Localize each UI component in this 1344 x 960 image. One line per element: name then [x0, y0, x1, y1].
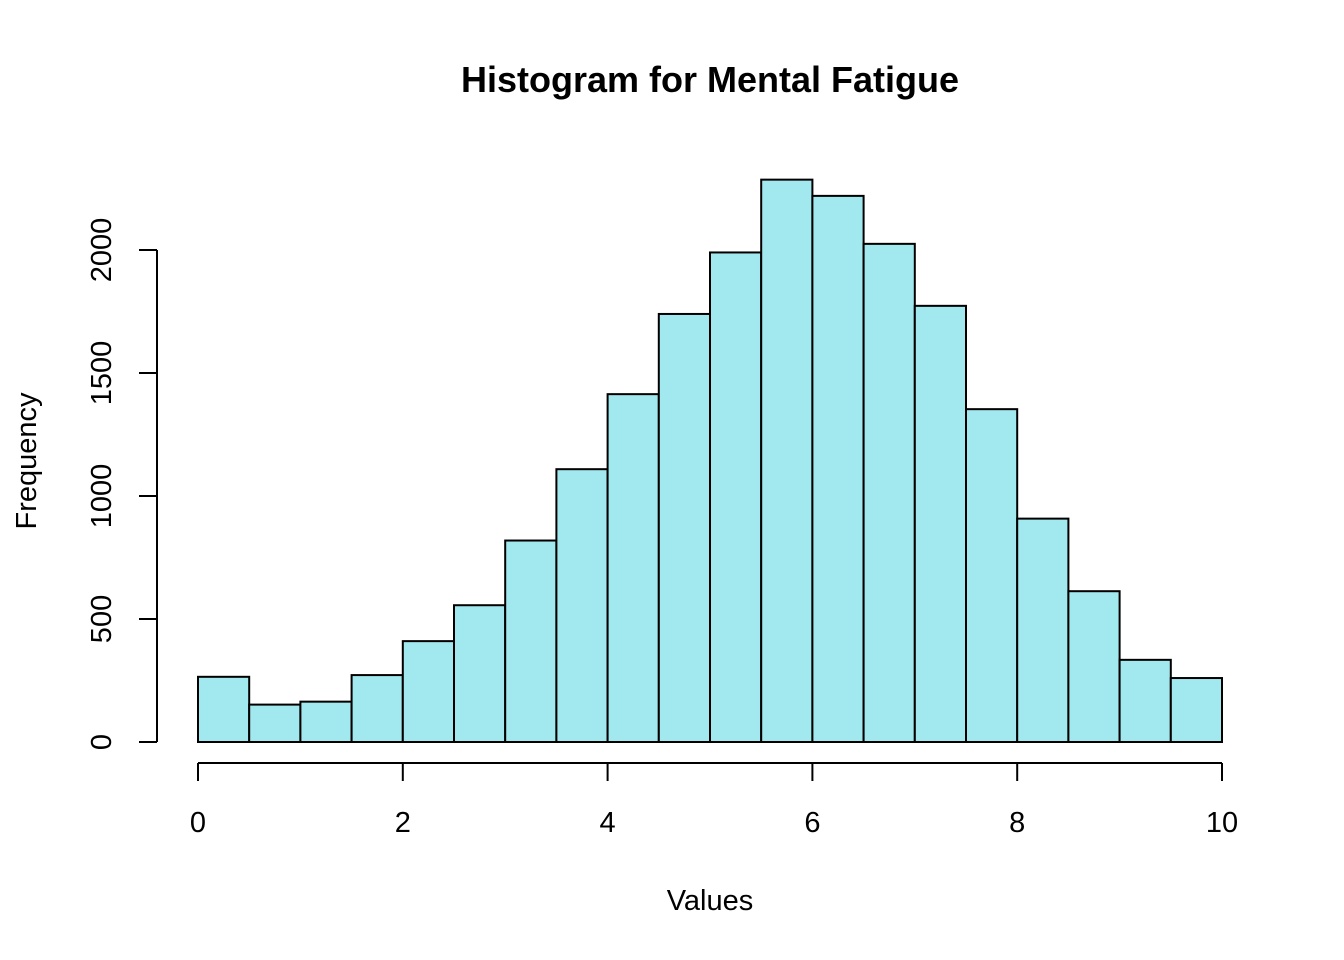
histogram-bar-7	[555, 468, 609, 743]
bars-group	[197, 178, 1224, 744]
x-axis-label: Values	[667, 885, 754, 917]
x-tick-label-0: 0	[190, 807, 206, 839]
y-tick-label-3: 1500	[86, 341, 118, 406]
histogram-bar-4	[401, 640, 455, 744]
y-tick-label-4: 2000	[86, 218, 118, 283]
histogram-bar-10	[709, 251, 763, 744]
histogram-bar-3	[350, 674, 404, 744]
histogram-bar-18	[1118, 658, 1172, 743]
x-tick-label-1: 2	[395, 807, 411, 839]
y-tick-label-2: 1000	[86, 464, 118, 529]
histogram-bar-13	[862, 242, 916, 743]
histogram-bar-0	[197, 675, 251, 743]
x-tick-label-2: 4	[600, 807, 616, 839]
x-tick-label-3: 6	[804, 807, 820, 839]
y-tick-label-1: 500	[86, 595, 118, 643]
histogram-bar-6	[504, 539, 558, 743]
histogram-bar-14	[913, 304, 967, 743]
y-axis-label: Frequency	[11, 392, 43, 530]
x-tick-label-5: 10	[1206, 807, 1238, 839]
y-tick-label-0: 0	[86, 734, 118, 750]
x-axis: 0 2 4 6 8 10	[190, 762, 1238, 839]
histogram-bar-19	[1169, 677, 1224, 743]
chart-title: Histogram for Mental Fatigue	[461, 59, 959, 100]
y-axis: 0 500 1000 1500 2000	[86, 218, 158, 750]
histogram-bar-1	[248, 703, 302, 743]
x-tick-label-4: 8	[1009, 807, 1025, 839]
histogram-bar-16	[1016, 517, 1070, 744]
histogram-bar-8	[606, 393, 660, 743]
histogram-bar-5	[453, 604, 507, 743]
histogram-bar-2	[299, 700, 353, 744]
histogram-bar-17	[1067, 590, 1121, 744]
histogram-bar-11	[760, 178, 814, 744]
histogram-bar-15	[965, 408, 1019, 743]
histogram-bar-12	[811, 194, 865, 743]
histogram-bar-9	[657, 312, 711, 743]
